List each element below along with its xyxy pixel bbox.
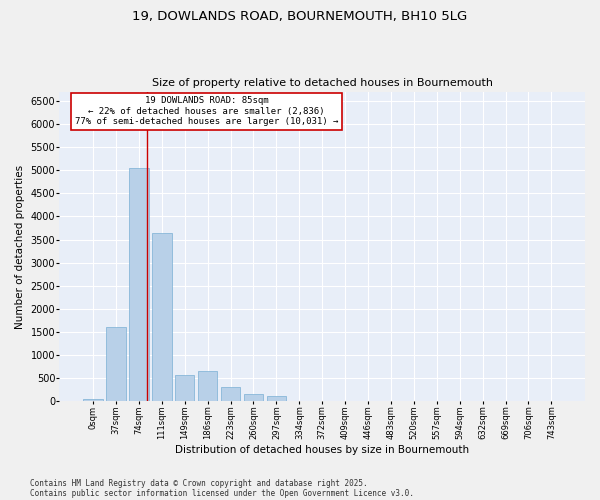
Bar (152, 232, 172, 402)
Bar (129, 168, 149, 402)
Bar (266, 396, 286, 402)
Text: 19 DOWLANDS ROAD: 85sqm
← 22% of detached houses are smaller (2,836)
77% of semi: 19 DOWLANDS ROAD: 85sqm ← 22% of detache… (75, 96, 338, 126)
Bar (221, 387, 241, 402)
Text: 19, DOWLANDS ROAD, BOURNEMOUTH, BH10 5LG: 19, DOWLANDS ROAD, BOURNEMOUTH, BH10 5LG (133, 10, 467, 23)
Y-axis label: Number of detached properties: Number of detached properties (15, 164, 25, 328)
Bar (175, 374, 194, 402)
Bar (198, 372, 217, 402)
X-axis label: Distribution of detached houses by size in Bournemouth: Distribution of detached houses by size … (175, 445, 469, 455)
Bar (244, 394, 263, 402)
Title: Size of property relative to detached houses in Bournemouth: Size of property relative to detached ho… (152, 78, 493, 88)
Text: Contains public sector information licensed under the Open Government Licence v3: Contains public sector information licen… (30, 488, 414, 498)
Text: Contains HM Land Registry data © Crown copyright and database right 2025.: Contains HM Land Registry data © Crown c… (30, 478, 368, 488)
Bar (83, 399, 103, 402)
Bar (106, 328, 126, 402)
